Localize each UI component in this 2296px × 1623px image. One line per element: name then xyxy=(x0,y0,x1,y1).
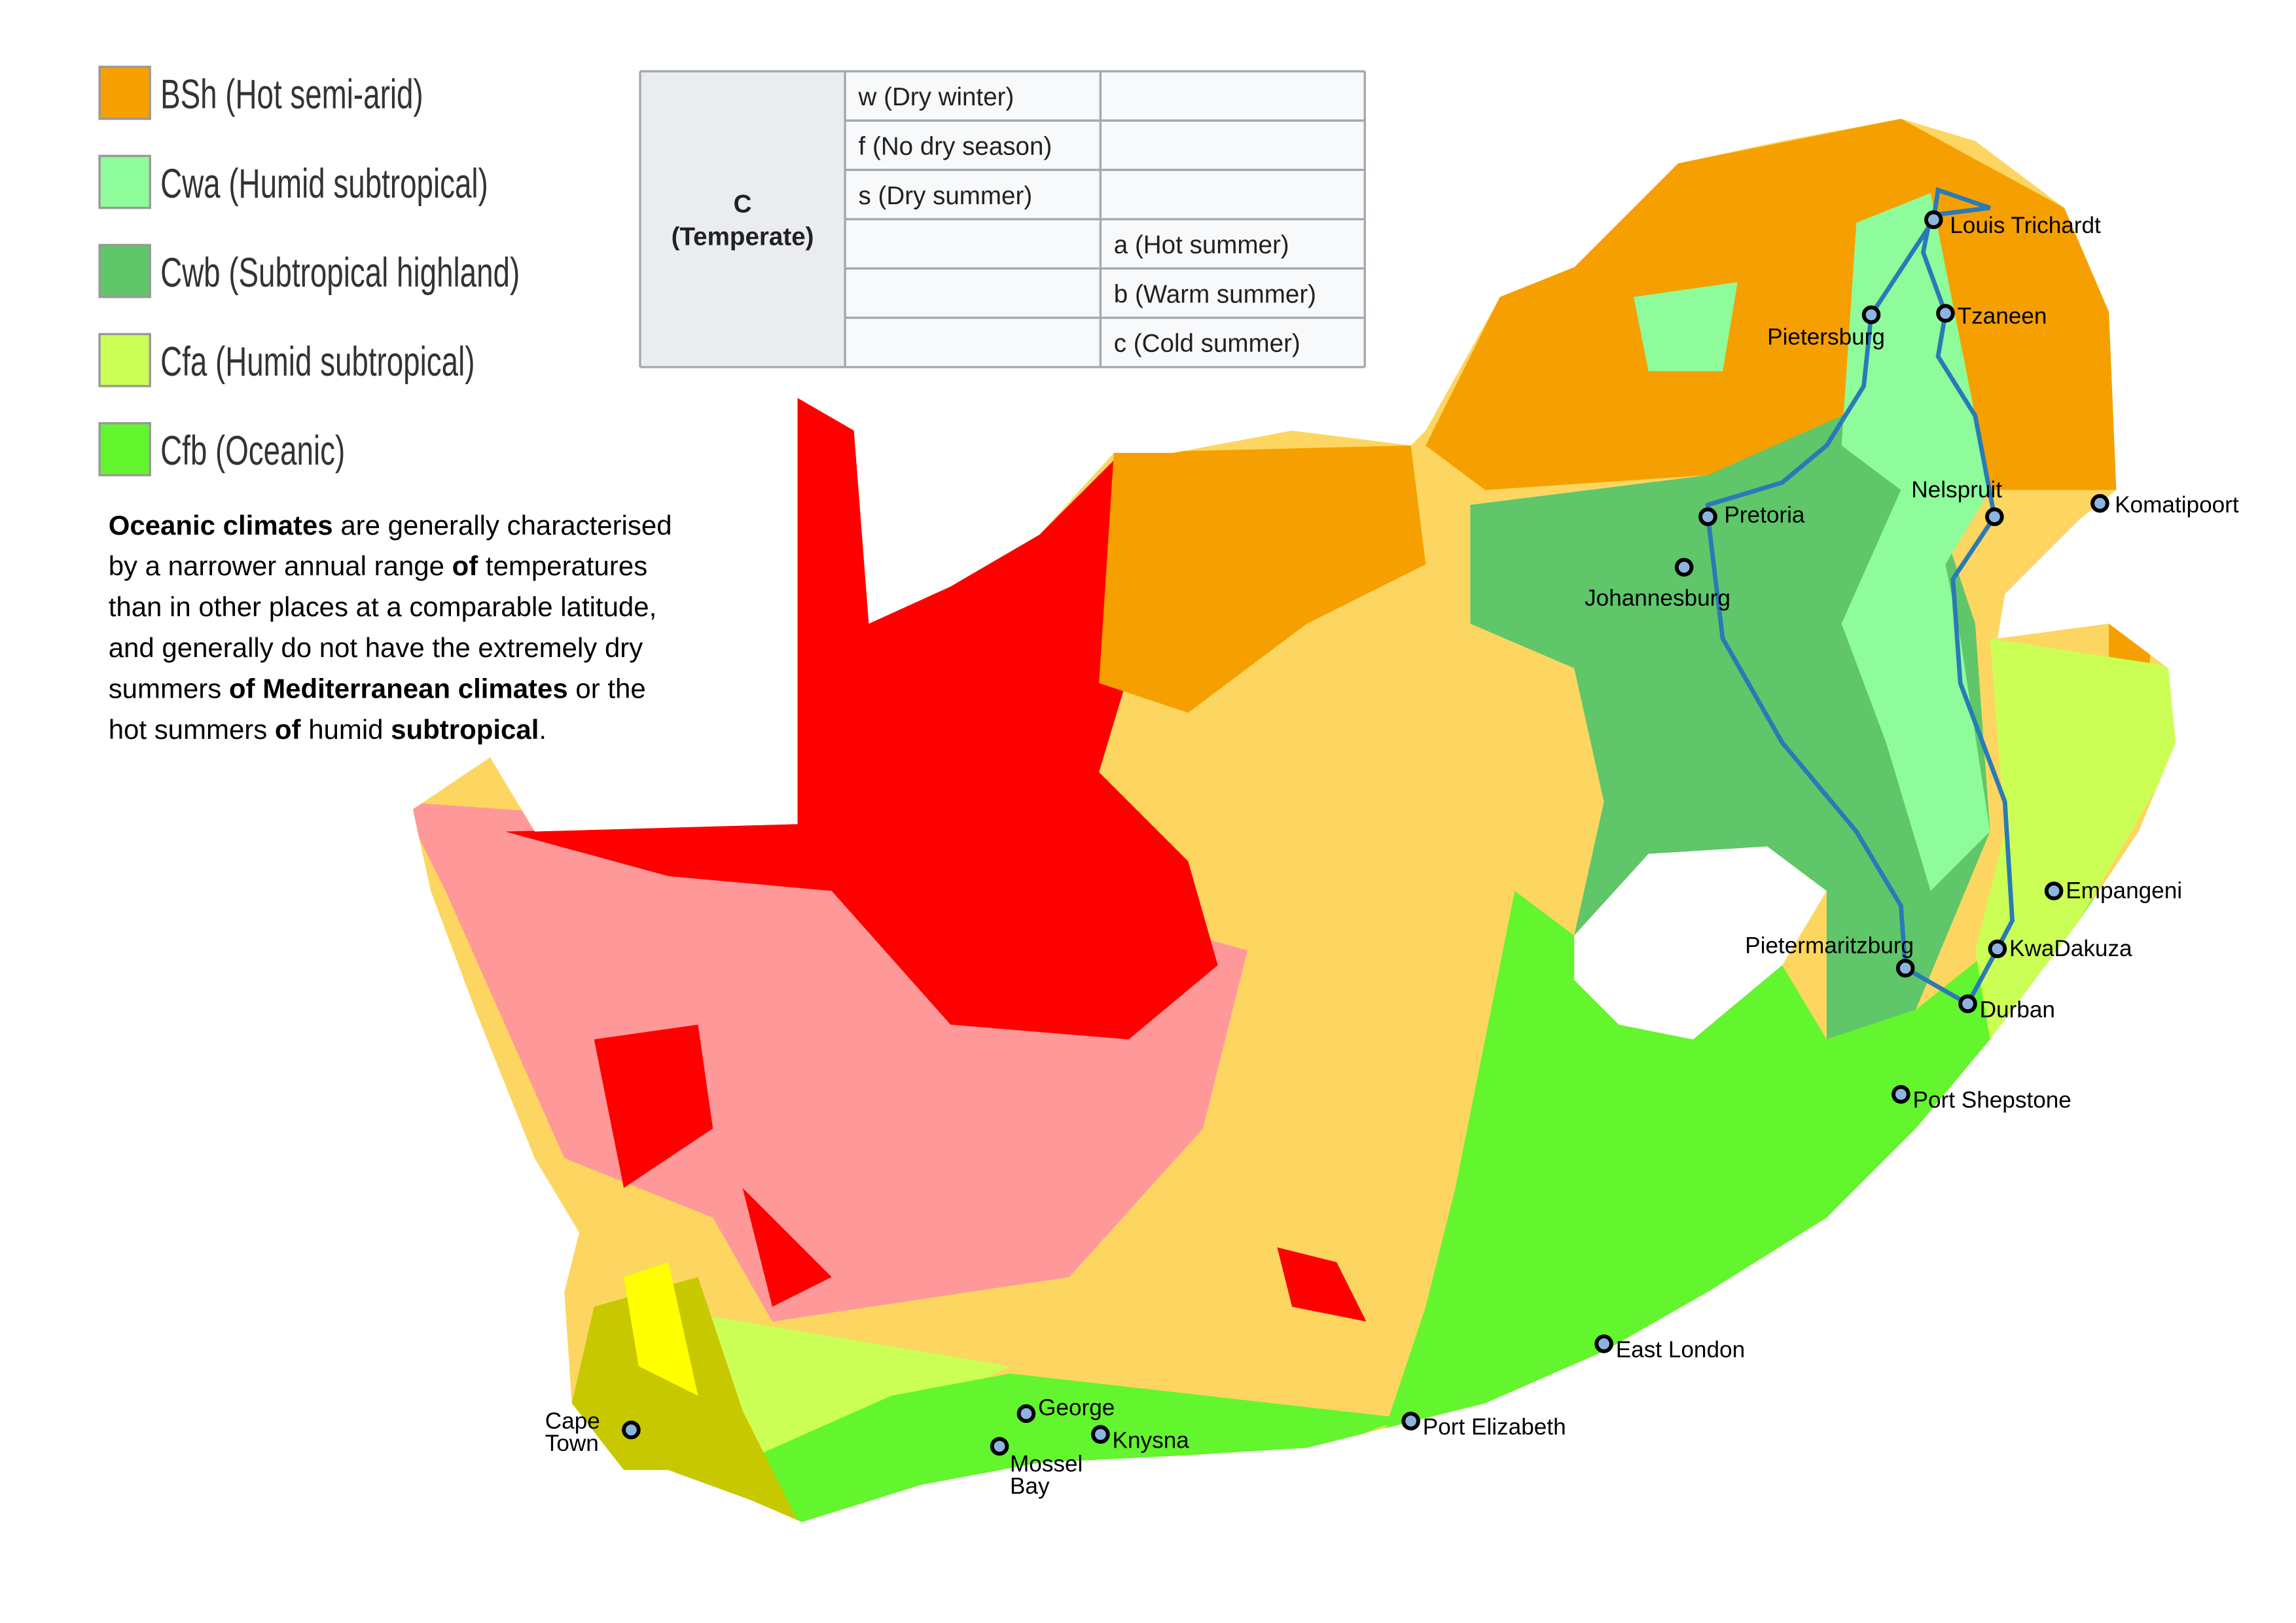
legend-swatch xyxy=(98,65,151,120)
table-cell: c (Cold summer) xyxy=(1114,330,1300,358)
city-label: East London xyxy=(1616,1337,1745,1363)
paragraph-line: summers of Mediterranean climates or the xyxy=(109,673,646,704)
city-label: Pietermaritzburg xyxy=(1745,933,1914,959)
paragraph-segment: of xyxy=(452,550,479,581)
city-label: Johannesburg xyxy=(1585,586,1731,611)
city-label: Bay xyxy=(1010,1474,1050,1499)
paragraph-line: Oceanic climates are generally character… xyxy=(109,510,672,541)
city-label: Port Elizabeth xyxy=(1423,1414,1566,1440)
paragraph-line: than in other places at a comparable lat… xyxy=(109,592,657,622)
city-marker xyxy=(1016,1404,1036,1423)
paragraph-segment: and generally do not have the extremely … xyxy=(109,632,643,663)
city-label: Nelspruit xyxy=(1911,477,2002,503)
paragraph-segment: of Mediterranean climates xyxy=(229,673,568,704)
city-label: Cape xyxy=(545,1408,600,1434)
legend-swatch xyxy=(98,421,151,476)
city-marker xyxy=(1594,1334,1613,1353)
paragraph-segment: than in other places at a comparable lat… xyxy=(109,592,657,622)
city-marker xyxy=(1895,959,1915,978)
table-cell: f (No dry season) xyxy=(859,132,1052,160)
legend-swatch xyxy=(98,332,151,387)
table-cell: a (Hot summer) xyxy=(1114,231,1289,259)
city-label: Tzaneen xyxy=(1958,304,2047,329)
city-marker xyxy=(1091,1425,1110,1444)
table-group: C xyxy=(734,190,752,218)
paragraph-line: and generally do not have the extremely … xyxy=(109,632,643,663)
paragraph-segment: Oceanic climates xyxy=(109,510,333,541)
city-label: George xyxy=(1038,1395,1115,1420)
city-label: Town xyxy=(545,1431,599,1456)
paragraph-segment: subtropical xyxy=(391,714,539,745)
paragraph-segment: of xyxy=(275,714,302,745)
legend-label: Cwa (Humid subtropical) xyxy=(160,160,488,206)
city-marker xyxy=(990,1436,1009,1456)
city-label: Empangeni xyxy=(2066,878,2182,904)
paragraph-segment: . xyxy=(539,714,547,745)
legend-label: BSh (Hot semi-arid) xyxy=(160,71,423,117)
city-marker xyxy=(1924,210,1943,230)
paragraph-segment: temperatures xyxy=(478,550,647,581)
city-label: Louis Trichardt xyxy=(1950,213,2101,238)
table-cell: b (Warm summer) xyxy=(1114,280,1316,308)
paragraph-line: by a narrower annual range of temperatur… xyxy=(109,550,647,581)
legend-swatch xyxy=(98,243,151,298)
city-label: Port Shepstone xyxy=(1913,1088,2072,1113)
city-marker xyxy=(1988,939,2007,959)
city-label: Pietersburg xyxy=(1767,324,1885,349)
table-header-cell xyxy=(640,71,846,367)
city-marker xyxy=(622,1420,641,1440)
paragraph-line: hot summers of humid subtropical. xyxy=(109,714,547,745)
city-label: Mossel xyxy=(1010,1452,1083,1477)
city-label: Pretoria xyxy=(1724,503,1805,528)
paragraph-segment: hot summers xyxy=(109,714,275,745)
paragraph-segment: humid xyxy=(301,714,391,745)
overlay: BSh (Hot semi-arid) Cwa (Humid subtropica… xyxy=(98,65,2239,1499)
paragraph-segment: or the xyxy=(568,673,646,704)
legend-label: Cfa (Humid subtropical) xyxy=(160,338,475,385)
city-marker xyxy=(1892,1084,1910,1104)
city-label: Komatipoort xyxy=(2115,492,2239,518)
city-marker xyxy=(1861,305,1881,325)
paragraph-segment: are generally characterised xyxy=(333,510,672,541)
city-marker xyxy=(1698,507,1717,526)
city-marker xyxy=(1401,1412,1420,1431)
paragraph-segment: by a narrower annual range xyxy=(109,550,452,581)
table-cell: s (Dry summer) xyxy=(859,182,1033,210)
city-marker xyxy=(1674,558,1694,577)
city-marker xyxy=(1958,994,1977,1014)
city-label: KwaDakuza xyxy=(2009,936,2132,961)
city-marker xyxy=(1936,304,1955,323)
city-marker xyxy=(2090,493,2109,513)
table-group: (Temperate) xyxy=(672,223,814,251)
city-label: Durban xyxy=(1980,997,2055,1022)
city-label: Knysna xyxy=(1113,1427,1190,1453)
table-cell: w (Dry winter) xyxy=(858,83,1014,111)
legend-label: Cfb (Oceanic) xyxy=(160,427,345,474)
city-marker xyxy=(2044,882,2064,901)
legend-swatch xyxy=(98,154,151,209)
legend-label: Cwb (Subtropical highland) xyxy=(160,249,520,296)
paragraph-segment: summers xyxy=(109,673,229,704)
city-marker xyxy=(1985,507,2004,526)
